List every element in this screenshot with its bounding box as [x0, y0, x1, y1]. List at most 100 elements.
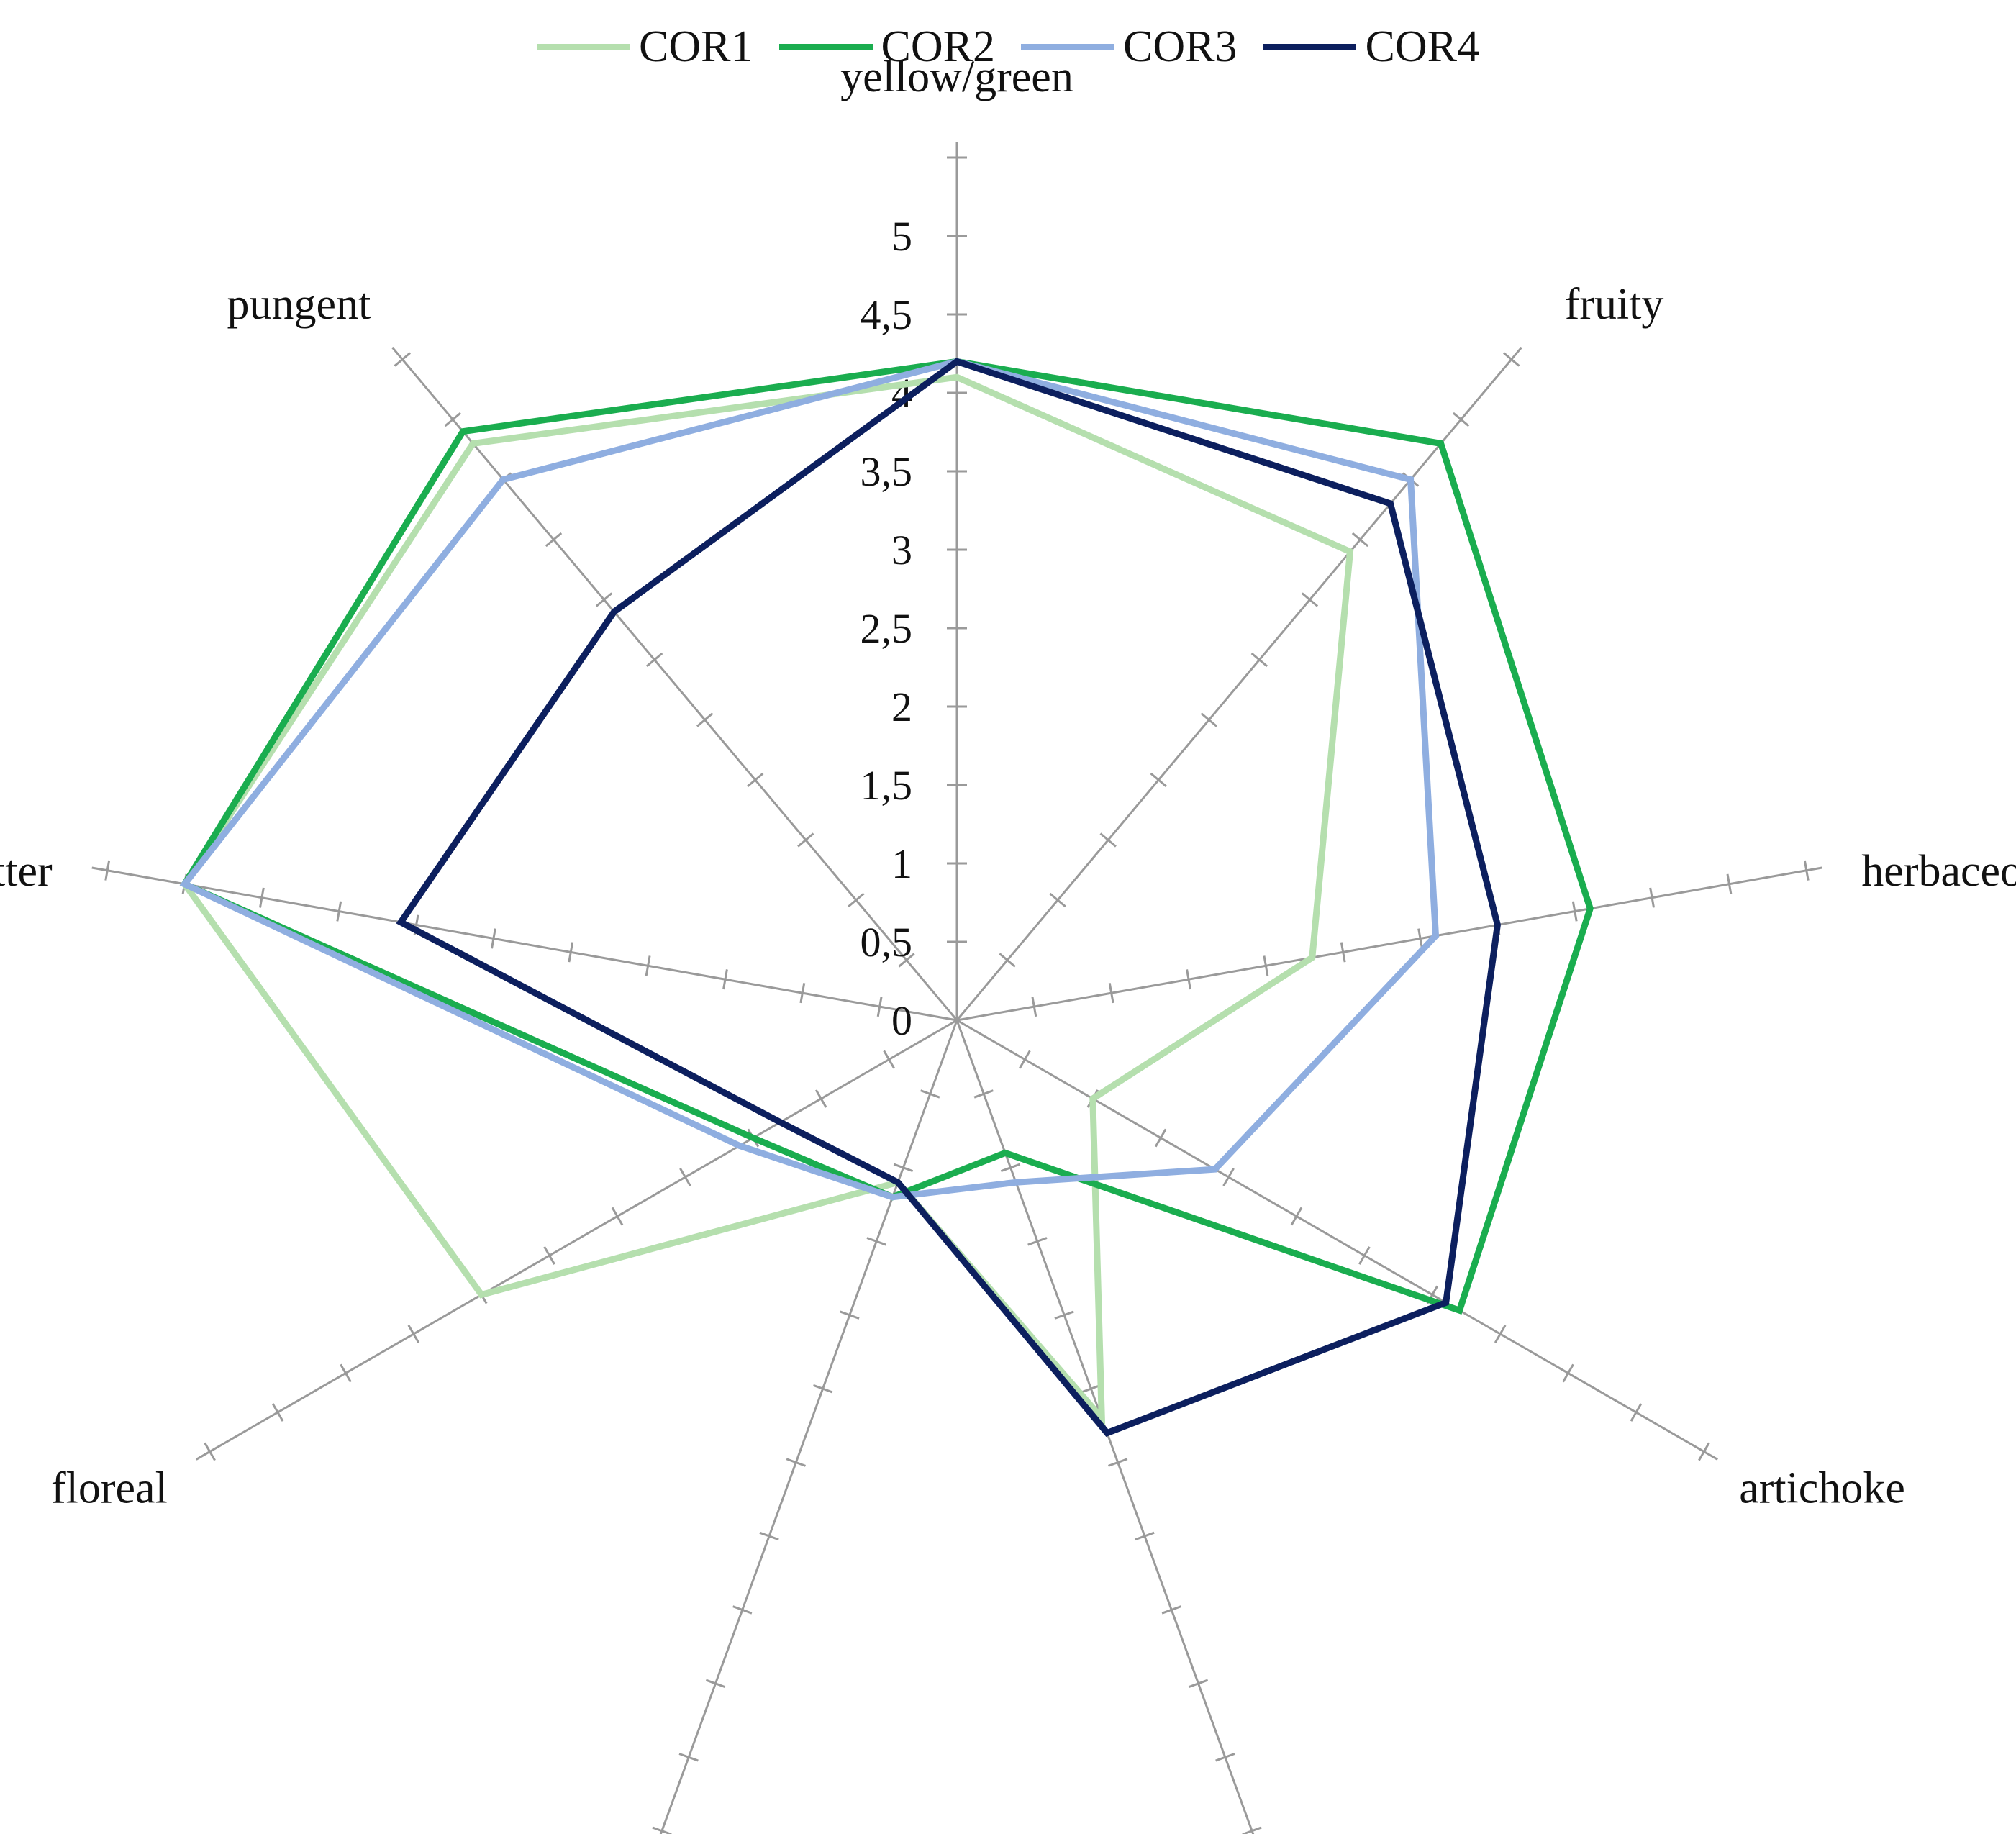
series-line-cor4	[396, 358, 1501, 1437]
tick-mark	[407, 1325, 420, 1343]
tick-mark	[104, 860, 111, 881]
tick-mark	[722, 969, 728, 990]
tick-mark	[678, 1753, 699, 1762]
legend-item-cor3: COR3	[1021, 24, 1237, 69]
tick-mark	[848, 892, 865, 908]
legend-item-cor1: COR1	[537, 24, 753, 69]
tick-mark	[1031, 997, 1037, 1017]
tick-mark	[258, 887, 265, 908]
tick-mark	[747, 772, 764, 788]
tick-mark	[1108, 1458, 1128, 1467]
tick-mark	[1049, 892, 1066, 908]
tick-mark	[1630, 1403, 1643, 1422]
axis-line-pungent	[391, 346, 958, 1021]
legend-swatch	[537, 43, 631, 50]
tick-mark	[705, 1679, 726, 1689]
tick-mark	[1649, 887, 1656, 908]
tick-mark	[1290, 1207, 1303, 1226]
tick-mark	[1000, 1163, 1021, 1173]
tick-mark	[1452, 412, 1470, 427]
legend-label: COR1	[639, 22, 753, 71]
axis-line-floreal	[196, 1019, 958, 1461]
tick-mark	[1054, 1310, 1074, 1320]
tick-mark	[1250, 652, 1268, 668]
tick-mark	[1263, 955, 1269, 976]
tick-mark	[645, 955, 651, 976]
series-line-cor1	[181, 373, 1354, 1427]
legend-label: COR2	[881, 22, 995, 71]
tick-mark	[1494, 1325, 1507, 1343]
tick-mark	[866, 1237, 886, 1246]
tick-mark	[568, 942, 574, 963]
tick-label: 1,5	[861, 762, 913, 809]
tick-mark	[999, 953, 1016, 968]
tick-mark	[444, 412, 462, 427]
tick-label: 2,5	[861, 605, 913, 652]
tick-labels: 00,511,522,533,544,55	[861, 213, 913, 1044]
tick-mark	[1503, 352, 1520, 367]
tick-mark	[645, 652, 663, 668]
tick-mark	[759, 1531, 779, 1541]
tick-mark	[336, 901, 342, 922]
axis-line-herbaceous	[956, 866, 1822, 1022]
tick-label: 1	[891, 840, 912, 887]
tick-mark	[1027, 1237, 1048, 1246]
tick-mark	[814, 1089, 827, 1108]
tick-mark	[876, 997, 883, 1017]
tick-mark	[1188, 1679, 1209, 1689]
tick-mark	[812, 1384, 833, 1394]
tick-mark	[1301, 592, 1319, 607]
tick-mark	[799, 983, 806, 1004]
tick-mark	[340, 1363, 352, 1383]
axis-title-pungent: pungent	[227, 280, 371, 329]
tick-mark	[491, 928, 496, 949]
tick-label: 3,5	[861, 448, 913, 495]
series-line-cor2	[180, 358, 1594, 1315]
tick-mark	[1351, 532, 1369, 548]
legend-label: COR4	[1365, 22, 1479, 71]
tick-mark	[679, 1168, 691, 1186]
axis-title-artichoke: artichoke	[1739, 1463, 1905, 1512]
tick-mark	[271, 1403, 284, 1422]
tick-mark	[1150, 772, 1167, 788]
tick-mark	[1108, 983, 1114, 1004]
legend-label: COR3	[1123, 22, 1238, 71]
axis-line-hay	[955, 1020, 1255, 1834]
tick-mark	[1571, 901, 1578, 922]
tick-label: 4,5	[861, 291, 913, 338]
axis-line-fruity	[955, 346, 1522, 1021]
tick-mark	[204, 1442, 216, 1461]
legend-swatch	[1021, 43, 1114, 50]
tick-mark	[545, 532, 563, 548]
tick-mark	[652, 1826, 672, 1834]
tick-mark	[1222, 1168, 1235, 1186]
tick-mark	[883, 1050, 895, 1069]
legend: COR1 COR2 COR3 COR4	[0, 14, 2016, 79]
tick-mark	[595, 592, 613, 607]
axis-title-floreal: floreal	[51, 1463, 168, 1512]
tick-mark	[893, 1163, 914, 1173]
tick-mark	[1242, 1826, 1262, 1834]
tick-mark	[1081, 1384, 1102, 1394]
series-line-cor3	[179, 358, 1440, 1201]
tick-mark	[797, 832, 814, 848]
tick-mark	[1135, 1531, 1155, 1541]
tick-mark	[1340, 942, 1346, 963]
tick-mark	[786, 1458, 806, 1467]
tick-mark	[543, 1246, 555, 1265]
axis-title-bitter: bitter	[0, 847, 53, 896]
tick-mark	[1417, 928, 1423, 949]
axis-titles: yellow/greenfruityherbaceousartichokehay…	[0, 53, 2016, 1512]
tick-mark	[1215, 1753, 1235, 1762]
tick-mark	[1019, 1050, 1031, 1069]
legend-swatch	[1263, 43, 1357, 50]
axis-title-herbaceous: herbaceous	[1861, 847, 2016, 896]
tick-mark	[1726, 873, 1733, 894]
tick-mark	[920, 1089, 940, 1099]
tick-mark	[1161, 1605, 1181, 1615]
tick-mark	[394, 352, 411, 367]
tick-label: 2	[891, 684, 912, 730]
tick-mark	[696, 712, 714, 727]
tick-mark	[1358, 1246, 1371, 1265]
